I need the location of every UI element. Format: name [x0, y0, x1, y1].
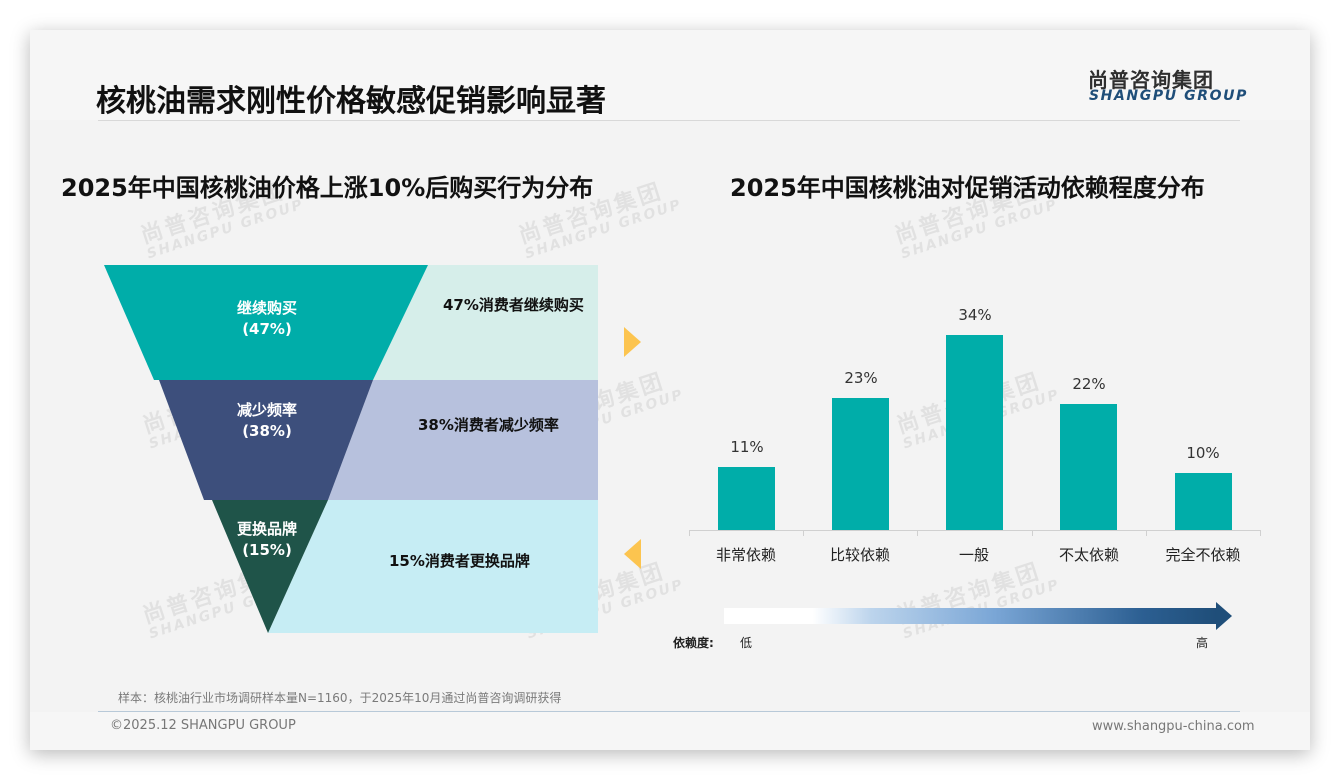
panel-switch-brand [268, 500, 598, 633]
funnel-description: 15%消费者更换品牌 [389, 552, 530, 570]
axis-tick [1146, 530, 1147, 536]
triangle-right-icon [624, 327, 641, 357]
funnel-stage-continue-buying [104, 265, 428, 380]
dependency-high-label: 高 [1196, 636, 1209, 650]
bar-neutral [946, 335, 1003, 530]
bar-value-label: 10% [1186, 444, 1220, 462]
sample-note: 样本：核桃油行业市场调研样本量N=1160，于2025年10月通过尚普咨询调研获… [118, 691, 562, 705]
funnel-stage-switch-brand [212, 500, 328, 633]
copyright: ©2025.12 SHANGPU GROUP [110, 718, 296, 733]
funnel-stage-label: 继续购买 (47%) [236, 299, 297, 338]
category-label: 一般 [958, 546, 989, 564]
panel-reduce-frequency [328, 380, 598, 500]
slide: 核桃油需求刚性价格敏感促销影响显著 尚普咨询集团 SHANGPU GROUP 尚… [30, 30, 1310, 750]
funnel-description: 38%消费者减少频率 [418, 416, 559, 434]
funnel-stage-reduce-frequency [159, 380, 373, 500]
axis-tick [1260, 530, 1261, 536]
dependency-low-label: 低 [740, 636, 753, 650]
title-divider [98, 120, 1240, 121]
x-axis [689, 530, 1261, 531]
bar-value-label: 23% [844, 369, 878, 387]
page-title: 核桃油需求刚性价格敏感促销影响显著 [96, 84, 606, 119]
bar-very-dependent [718, 467, 775, 530]
header-band [30, 30, 1310, 120]
bar-value-label: 22% [1072, 375, 1106, 393]
dependency-gradient-bar [724, 608, 1216, 624]
dependency-legend-label: 依赖度: [673, 636, 714, 650]
funnel-chart-title: 2025年中国核桃油价格上涨10%后购买行为分布 [61, 174, 594, 202]
bar-fairly-dependent [832, 398, 889, 530]
website-link[interactable]: www.shangpu-china.com [1092, 719, 1255, 734]
logo-chinese: 尚普咨询集团 [1088, 68, 1214, 92]
category-label: 非常依赖 [715, 546, 776, 564]
axis-tick [917, 530, 918, 536]
category-label: 完全不依赖 [1165, 546, 1241, 564]
bar-not-very-dependent [1060, 404, 1117, 530]
category-label: 不太依赖 [1058, 546, 1119, 564]
category-label: 比较依赖 [829, 546, 890, 564]
axis-tick [689, 530, 690, 536]
footer-divider [98, 711, 1240, 712]
bar-value-label: 34% [958, 306, 992, 324]
bar-not-dependent-at-all [1175, 473, 1232, 530]
funnel-stage-label: 更换品牌 (15%) [236, 520, 297, 559]
footer-band [30, 712, 1310, 750]
triangle-left-icon [624, 539, 641, 569]
funnel-stage-label: 减少频率 (38%) [236, 401, 297, 440]
panel-continue-buying [373, 265, 598, 380]
logo-english: SHANGPU GROUP [1089, 88, 1248, 104]
bar-chart-title: 2025年中国核桃油对促销活动依赖程度分布 [730, 174, 1205, 202]
arrow-right-icon [1216, 602, 1232, 630]
axis-tick [1032, 530, 1033, 536]
axis-tick [803, 530, 804, 536]
bar-value-label: 11% [730, 438, 764, 456]
funnel-chart [104, 265, 598, 633]
funnel-description: 47%消费者继续购买 [443, 296, 584, 314]
